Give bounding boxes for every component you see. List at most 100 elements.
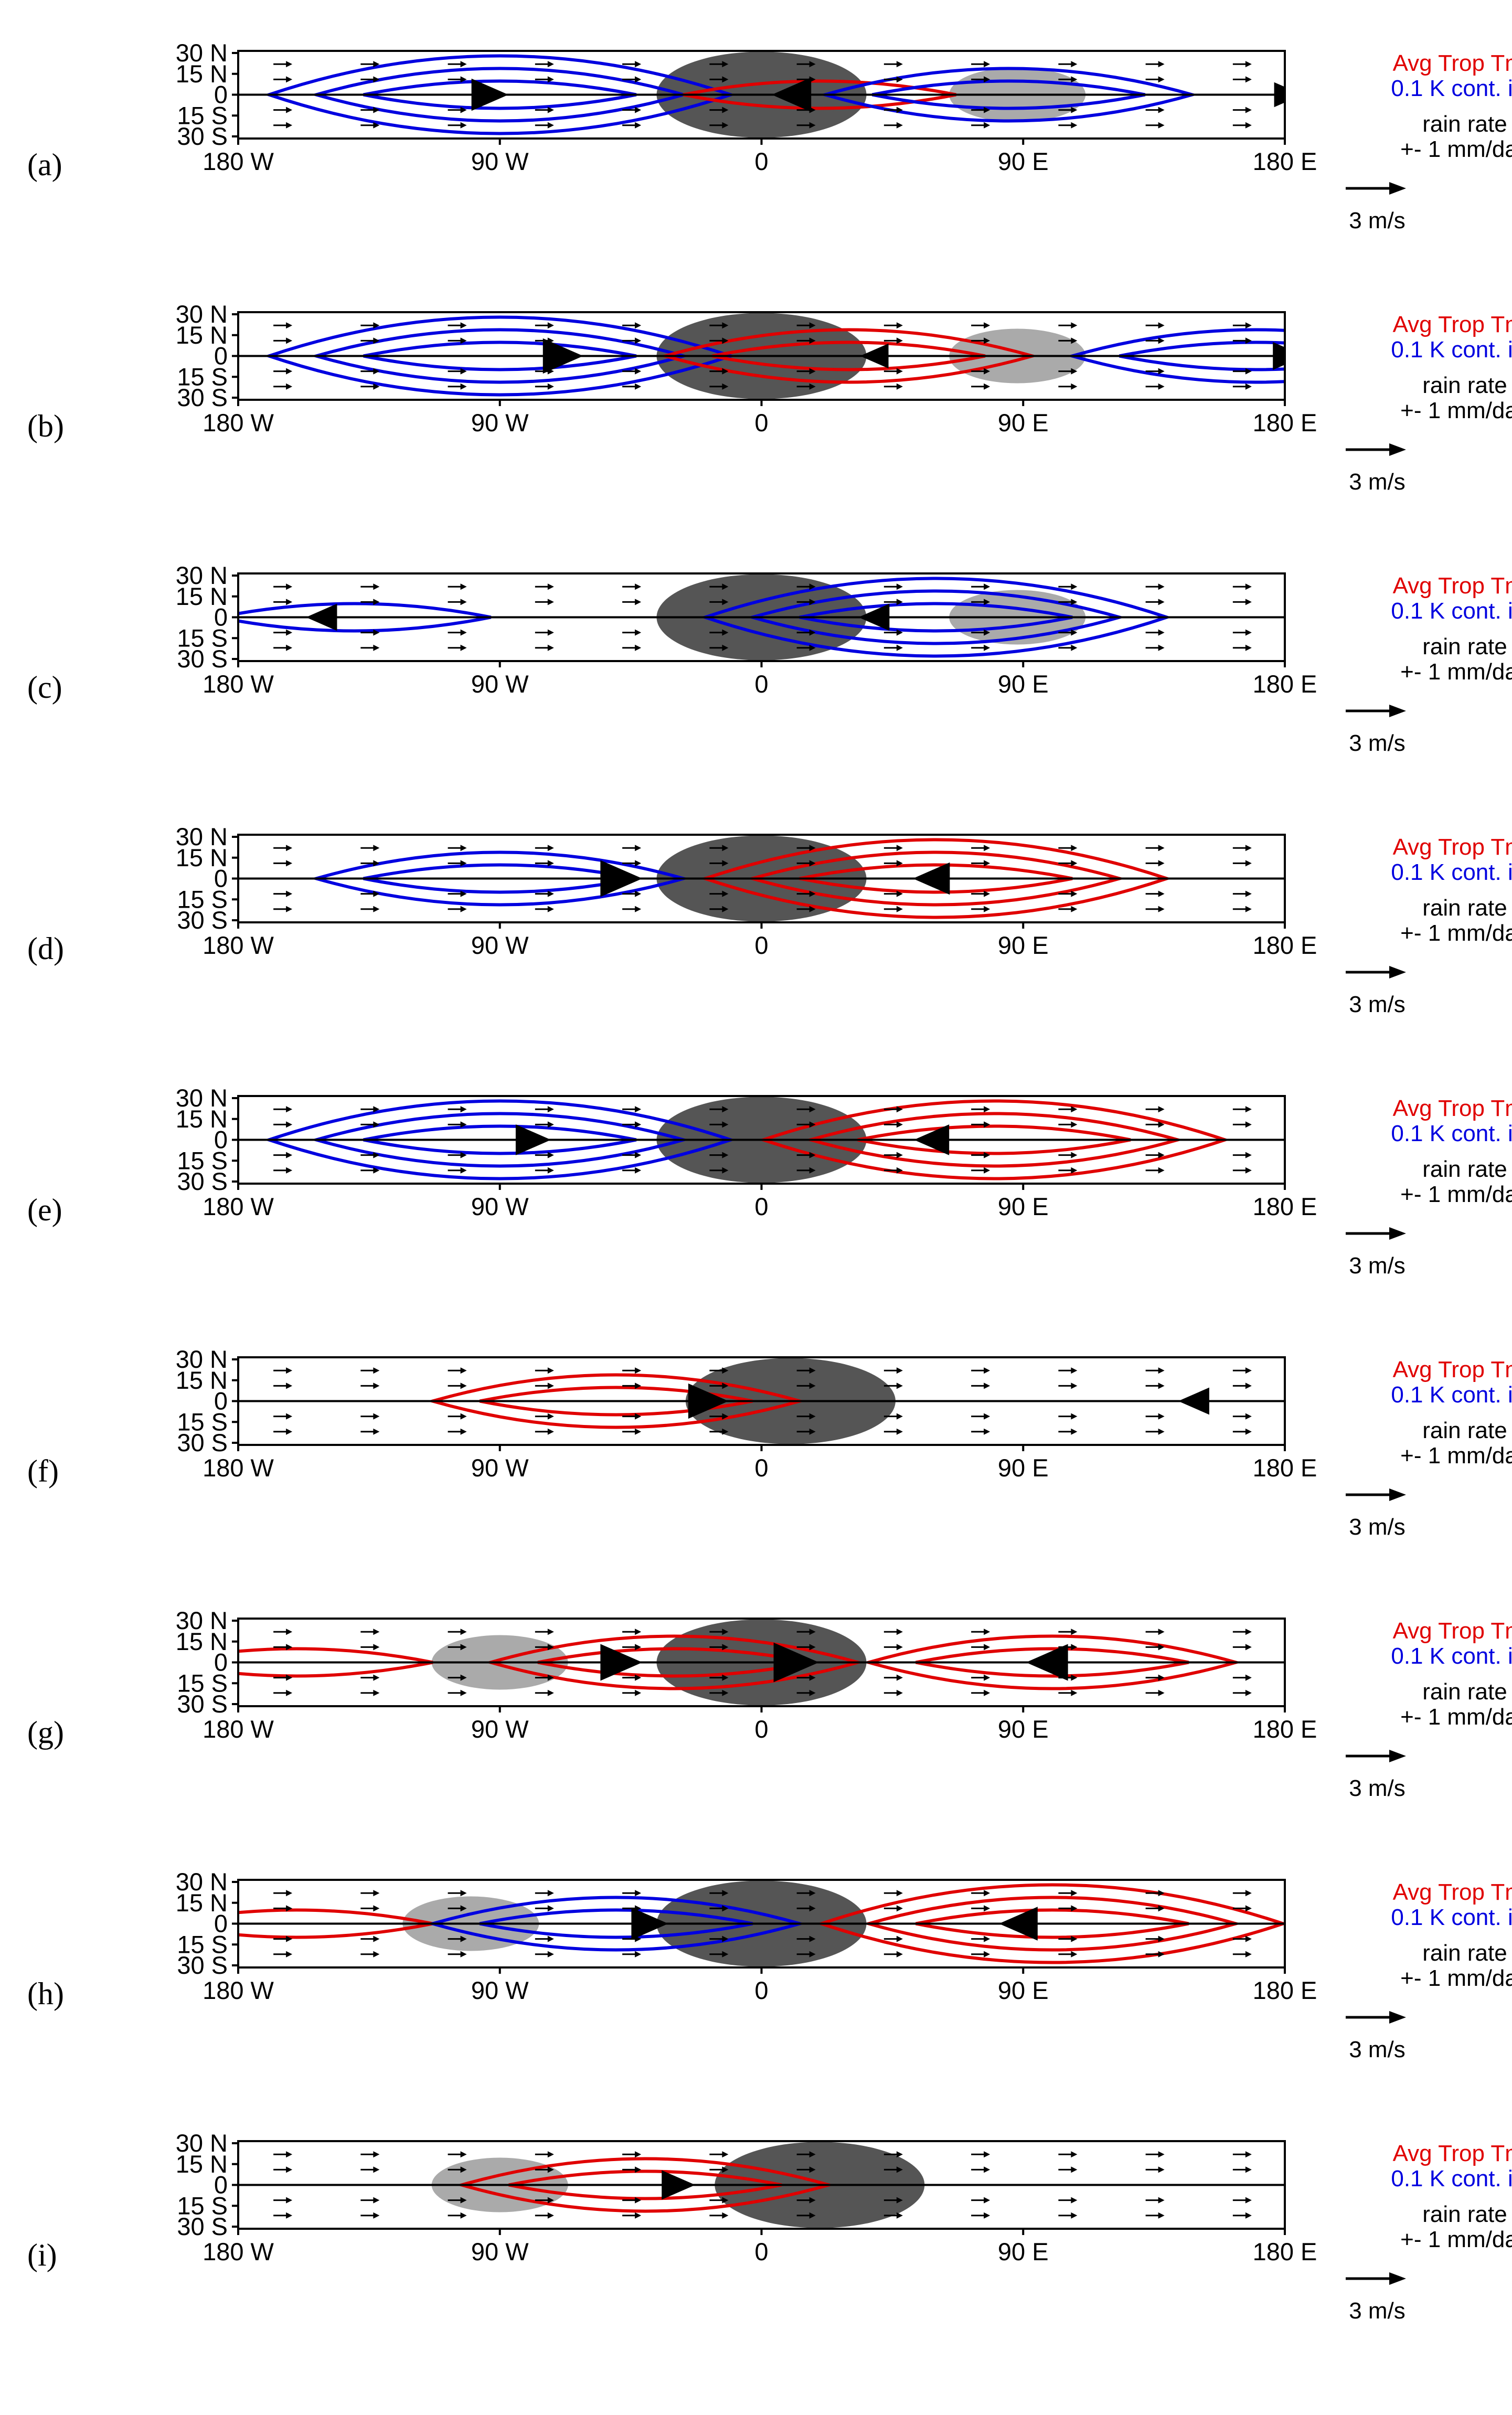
vector-head [635,890,642,897]
vector-head [547,1689,554,1696]
vector-head [286,1629,293,1635]
vector-head [1158,1905,1165,1912]
panel-label: (e) [27,1193,62,1227]
vector-head [1071,1689,1078,1696]
vector-head [547,1428,554,1435]
y-tick-label: 30 S [177,645,228,673]
vector-head [984,1382,991,1389]
legend-rain-2: +- 1 mm/day [1400,1182,1512,1207]
vector-head [286,1951,293,1957]
legend-vector-label: 3 m/s [1349,2037,1405,2062]
x-tick-label: 180 E [1253,147,1317,175]
legend-vector-head [1389,182,1406,195]
plot-area [238,313,1285,399]
vector-head [1158,61,1165,68]
vector-head [809,1106,816,1113]
vector-head [984,2212,991,2219]
vector-head [722,337,729,344]
vector-head [635,583,642,590]
legend-rain-1: rain rate [1422,1940,1507,1966]
vector-head [809,629,816,636]
vector-head [547,368,554,375]
x-tick-label: 90 E [998,1715,1049,1743]
vector-head [896,368,903,375]
vector-head [373,906,380,912]
vector-head [984,322,991,329]
vector-head [1071,860,1078,867]
vector-head [460,1413,467,1420]
x-tick-label: 180 E [1253,1976,1317,2004]
vector-head [286,583,293,590]
vector-head [460,1644,467,1651]
wind-arrow-0 [631,1907,668,1940]
vector-head [547,583,554,590]
vector-head [896,2212,903,2219]
vector-head [460,629,467,636]
vector-head [984,1152,991,1158]
legend-vector-head [1389,966,1406,978]
vector-head [722,76,729,83]
panel-label: (b) [27,409,64,443]
vector-head [373,583,380,590]
wind-arrow-2 [1273,342,1285,370]
x-tick-label: 90 E [998,409,1049,437]
vector-head [809,1644,816,1651]
x-tick-label: 90 E [998,147,1049,175]
vector-head [286,845,293,852]
vector-head [722,1367,729,1374]
vector-head [1158,1382,1165,1389]
vector-head [722,2166,729,2173]
x-tick-label: 0 [754,670,768,698]
vector-head [809,383,816,390]
y-tick-label: 30 S [177,2212,228,2240]
wind-arrow-0 [542,338,583,374]
vector-head [984,599,991,605]
vector-head [373,845,380,852]
vector-head [809,845,816,852]
vector-head [373,368,380,375]
vector-head [896,890,903,897]
vector-head [809,1152,816,1158]
vector-head [896,1629,903,1635]
y-tick-label: 0 [214,1910,228,1938]
vector-head [984,860,991,867]
legend-vector-head [1389,443,1406,456]
vector-head [373,644,380,651]
vector-head [1158,1106,1165,1113]
vector-head [722,1644,729,1651]
vector-head [373,322,380,329]
legend-rain-2: +- 1 mm/day [1400,1704,1512,1730]
vector-head [1245,599,1252,605]
legend-contour: 0.1 K cont. int. [1391,1121,1512,1146]
vector-head [1245,76,1252,83]
legend-temp: Avg Trop Tmp [1393,2141,1512,2166]
vector-head [896,107,903,113]
vector-head [809,337,816,344]
vector-head [286,2197,293,2204]
vector-head [460,1121,467,1128]
vector-head [809,1890,816,1897]
vector-head [1245,2166,1252,2173]
vector-head [1071,1890,1078,1897]
vector-head [809,2151,816,2158]
plot-area [238,1880,1285,1967]
vector-head [286,1689,293,1696]
vector-head [809,1935,816,1942]
vector-head [1071,1167,1078,1174]
vector-head [984,1106,991,1113]
y-tick-label: 15 N [176,2150,228,2178]
vector-head [635,1951,642,1957]
vector-head [1158,2151,1165,2158]
vector-head [286,890,293,897]
vector-head [809,1121,816,1128]
vector-head [809,122,816,129]
vector-head [984,2197,991,2204]
vector-head [1158,629,1165,636]
vector-head [1245,629,1252,636]
x-tick-label: 90 W [471,1454,529,1482]
vector-head [286,1167,293,1174]
vector-head [635,1167,642,1174]
vector-head [460,107,467,113]
vector-head [896,383,903,390]
legend-rain-1: rain rate [1422,634,1507,659]
